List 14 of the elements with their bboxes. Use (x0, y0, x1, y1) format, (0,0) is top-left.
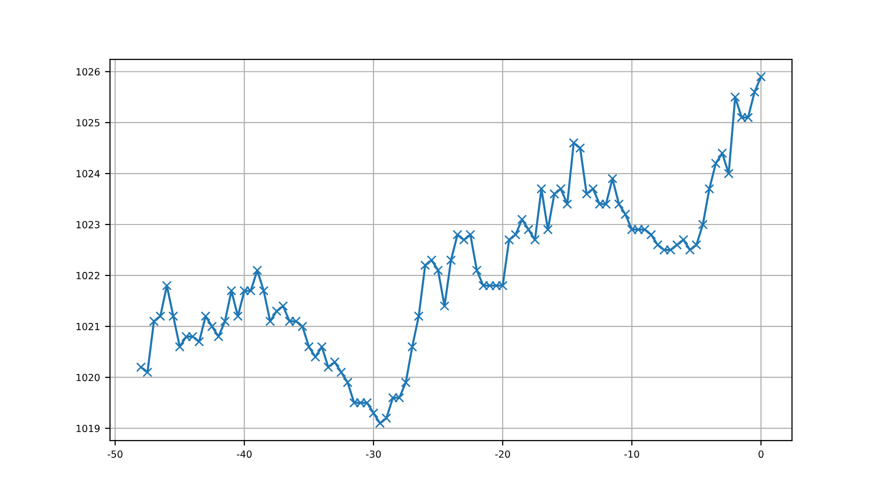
y-tick-label: 1024 (76, 170, 100, 178)
x-tick-label: -20 (495, 450, 510, 458)
x-tick-label: -30 (366, 450, 381, 458)
x-tick-label: -40 (236, 450, 252, 458)
x-tick-label: 0 (758, 450, 764, 458)
y-tick-label: 1022 (76, 272, 100, 280)
y-tick-label: 1026 (76, 68, 100, 76)
y-tick-label: 1025 (76, 119, 100, 126)
x-tick-label: -50 (108, 450, 122, 458)
y-tick-label: 1021 (76, 322, 100, 330)
y-tick-label: 1019 (76, 424, 100, 432)
y-tick-label: 1023 (76, 220, 100, 228)
x-tick-label: -10 (624, 450, 640, 458)
y-tick-label: 1020 (76, 374, 100, 382)
